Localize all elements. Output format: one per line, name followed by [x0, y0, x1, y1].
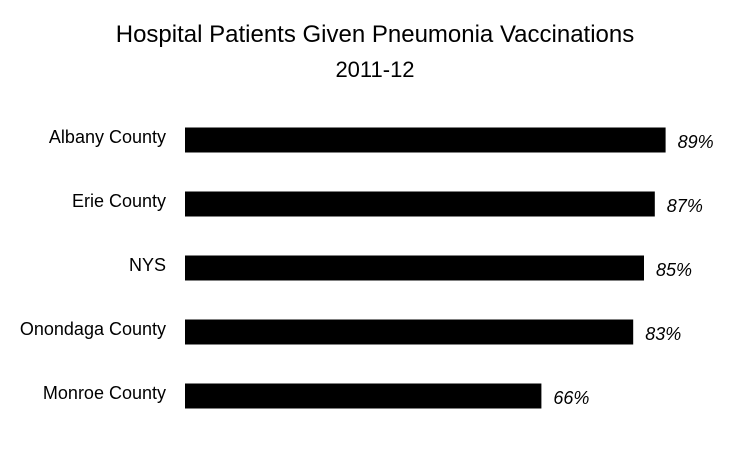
bar — [185, 255, 644, 281]
category-label: Erie County — [72, 191, 166, 211]
value-label: 83% — [645, 324, 681, 344]
category-label: NYS — [129, 255, 166, 275]
value-label: 87% — [667, 196, 703, 216]
value-label: 89% — [678, 132, 714, 152]
value-label: 66% — [553, 388, 589, 408]
bar — [185, 383, 542, 409]
chart-title: Hospital Patients Given Pneumonia Vaccin… — [115, 21, 635, 48]
bar — [185, 127, 666, 153]
chart-subtitle: 2011-12 — [335, 57, 415, 82]
category-label: Albany County — [49, 127, 166, 147]
bar — [185, 191, 655, 217]
category-label: Onondaga County — [20, 319, 166, 339]
value-label: 85% — [656, 260, 692, 280]
bar — [185, 319, 634, 345]
category-label: Monroe County — [43, 383, 166, 403]
